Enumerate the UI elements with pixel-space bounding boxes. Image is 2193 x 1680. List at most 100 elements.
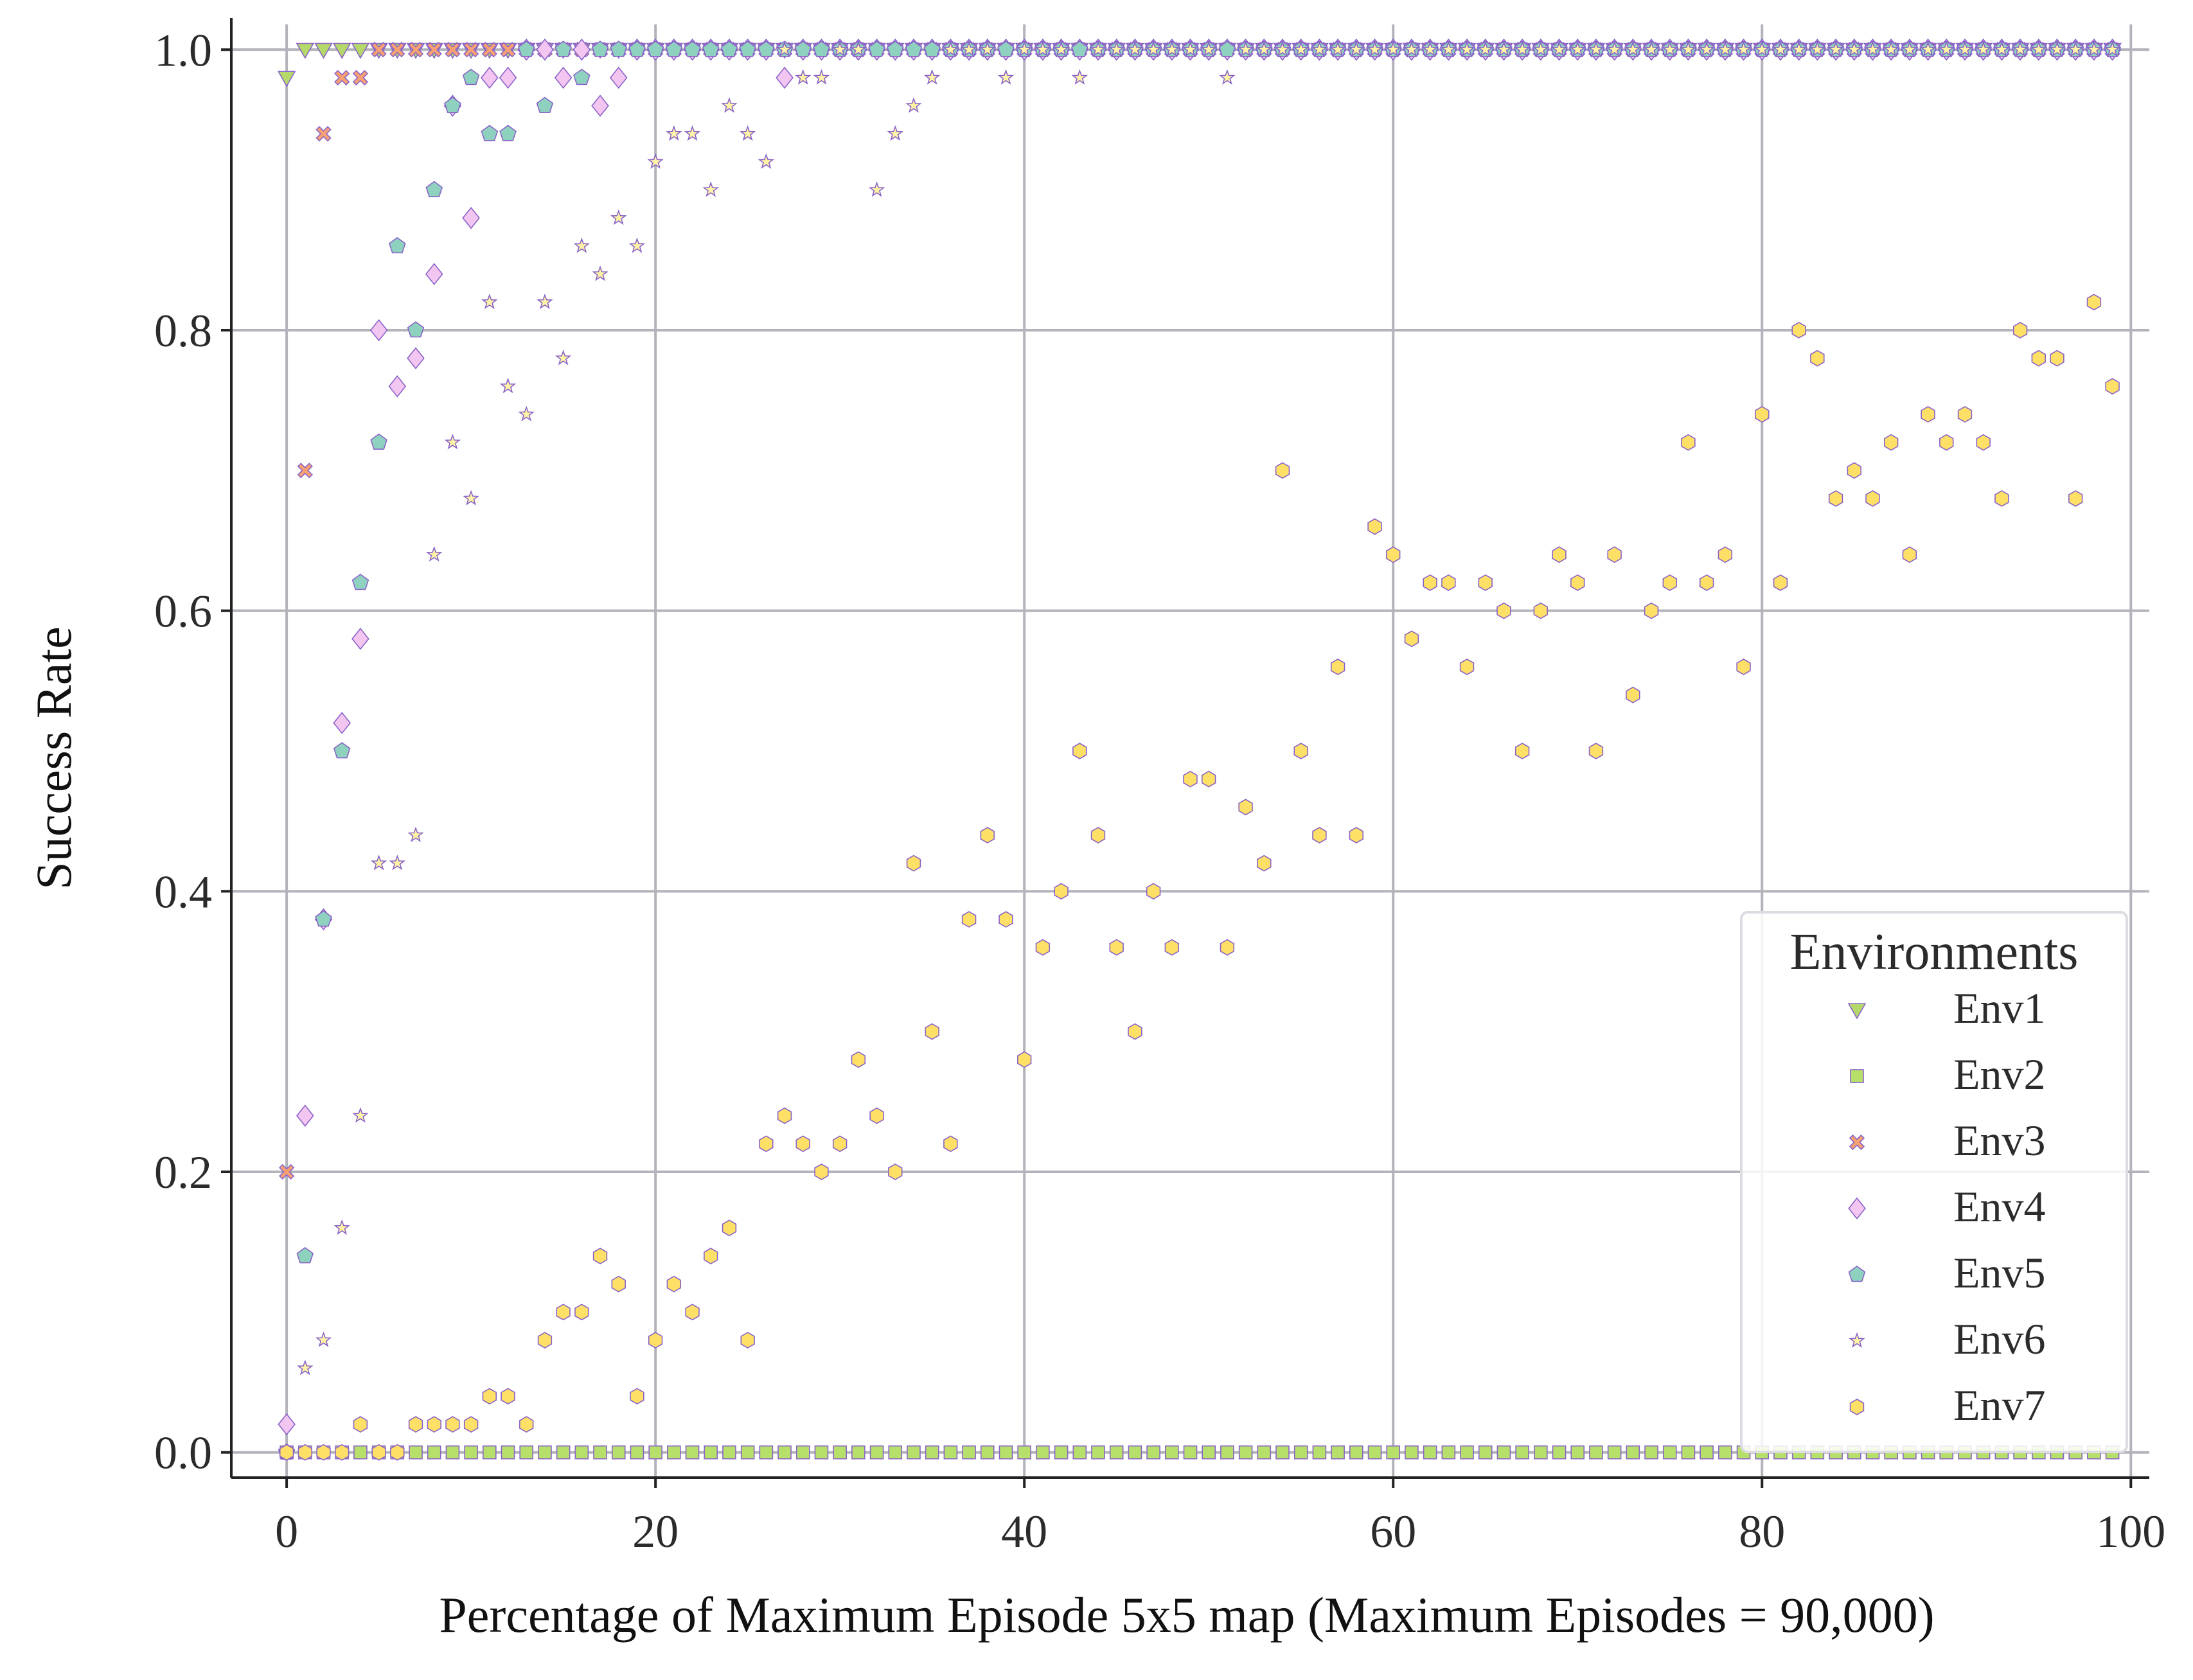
- data-point: [296, 1247, 314, 1264]
- data-point: [536, 96, 554, 113]
- data-point: [296, 1104, 314, 1127]
- legend-item-env1: Env1: [1847, 984, 2046, 1032]
- data-point: [961, 911, 977, 928]
- data-point: [573, 68, 590, 85]
- data-point: [1311, 40, 1328, 57]
- data-point: [869, 1107, 884, 1124]
- data-point: [868, 181, 885, 197]
- legend-marker: [1847, 1003, 1867, 1020]
- legend-item-env6: Env6: [1849, 1314, 2046, 1363]
- legend-item-env4: Env4: [1848, 1182, 2046, 1231]
- data-point: [1071, 69, 1088, 85]
- data-point: [425, 181, 443, 197]
- data-point: [979, 40, 996, 57]
- data-point: [1809, 40, 1826, 57]
- data-point: [389, 854, 406, 871]
- data-point: [1662, 1445, 1677, 1460]
- data-point: [1202, 770, 1216, 788]
- data-point: [1607, 1445, 1622, 1460]
- data-point: [1202, 1445, 1216, 1460]
- data-point: [610, 209, 627, 225]
- data-point: [555, 40, 572, 57]
- data-point: [501, 1445, 515, 1460]
- data-point: [1035, 939, 1051, 956]
- legend-box: [1740, 911, 2128, 1453]
- data-point: [425, 263, 443, 285]
- data-point: [795, 1445, 810, 1460]
- legend-label: Env3: [1953, 1116, 2046, 1165]
- legend-title: Environments: [1790, 924, 2079, 980]
- y-tick-label: 1.0: [154, 24, 212, 76]
- data-point: [316, 1444, 331, 1461]
- data-point: [1662, 40, 1678, 57]
- x-tick-label: 20: [632, 1506, 679, 1557]
- data-point: [1146, 883, 1161, 900]
- data-point: [445, 1445, 460, 1460]
- data-point: [315, 1331, 332, 1347]
- data-point: [592, 1248, 608, 1264]
- data-point: [1626, 686, 1640, 703]
- data-point: [684, 125, 701, 141]
- y-tick-label: 0.2: [154, 1147, 212, 1198]
- data-point: [923, 40, 941, 57]
- data-point: [333, 1219, 350, 1235]
- data-point: [462, 68, 480, 85]
- data-point: [592, 265, 608, 281]
- data-point: [1496, 1445, 1511, 1460]
- data-point: [1072, 743, 1087, 759]
- data-point: [684, 40, 701, 57]
- data-point: [591, 94, 609, 117]
- data-point: [1478, 1445, 1493, 1460]
- data-point: [573, 39, 591, 61]
- data-point: [1440, 40, 1457, 57]
- data-point: [574, 1445, 589, 1460]
- data-point: [1036, 1445, 1050, 1460]
- y-tick-label: 0.8: [154, 305, 212, 357]
- data-point: [445, 42, 461, 58]
- data-point: [647, 153, 664, 169]
- data-point: [481, 42, 497, 58]
- data-point: [1736, 659, 1751, 675]
- data-point: [923, 69, 941, 85]
- data-point: [1938, 40, 1955, 57]
- y-tick-label: 0.4: [154, 866, 212, 917]
- data-point: [409, 1445, 423, 1460]
- data-point: [1385, 40, 1401, 57]
- data-point: [869, 1445, 884, 1460]
- data-point: [720, 40, 738, 57]
- data-point: [1515, 1445, 1529, 1460]
- data-point: [667, 1445, 681, 1460]
- data-point: [1218, 40, 1236, 57]
- data-point: [722, 1219, 737, 1237]
- data-point: [925, 1445, 939, 1460]
- data-point: [1772, 40, 1789, 57]
- data-point: [1349, 1445, 1363, 1460]
- data-point: [961, 40, 977, 57]
- data-point: [888, 1445, 903, 1460]
- data-point: [1478, 574, 1493, 591]
- data-point: [1957, 40, 1973, 57]
- data-point: [464, 1445, 478, 1460]
- data-point: [794, 40, 812, 57]
- data-point: [573, 237, 590, 253]
- x-tick-label: 60: [1370, 1506, 1416, 1557]
- data-point: [905, 40, 923, 57]
- data-point: [831, 40, 848, 57]
- data-point: [463, 42, 479, 58]
- data-point: [1091, 1445, 1105, 1460]
- data-point: [593, 1445, 607, 1460]
- data-point: [278, 1413, 296, 1436]
- legend-marker: [1849, 1332, 1865, 1348]
- data-point: [1293, 40, 1310, 57]
- data-point: [1183, 770, 1198, 788]
- data-point: [666, 1275, 682, 1293]
- data-point: [277, 71, 296, 87]
- data-point: [1367, 518, 1382, 535]
- data-point: [997, 69, 1015, 85]
- data-point: [1275, 462, 1290, 479]
- data-point: [1921, 406, 1935, 423]
- data-point: [1220, 939, 1235, 956]
- data-point: [704, 1445, 718, 1460]
- data-point: [1330, 659, 1345, 675]
- data-point: [517, 40, 535, 57]
